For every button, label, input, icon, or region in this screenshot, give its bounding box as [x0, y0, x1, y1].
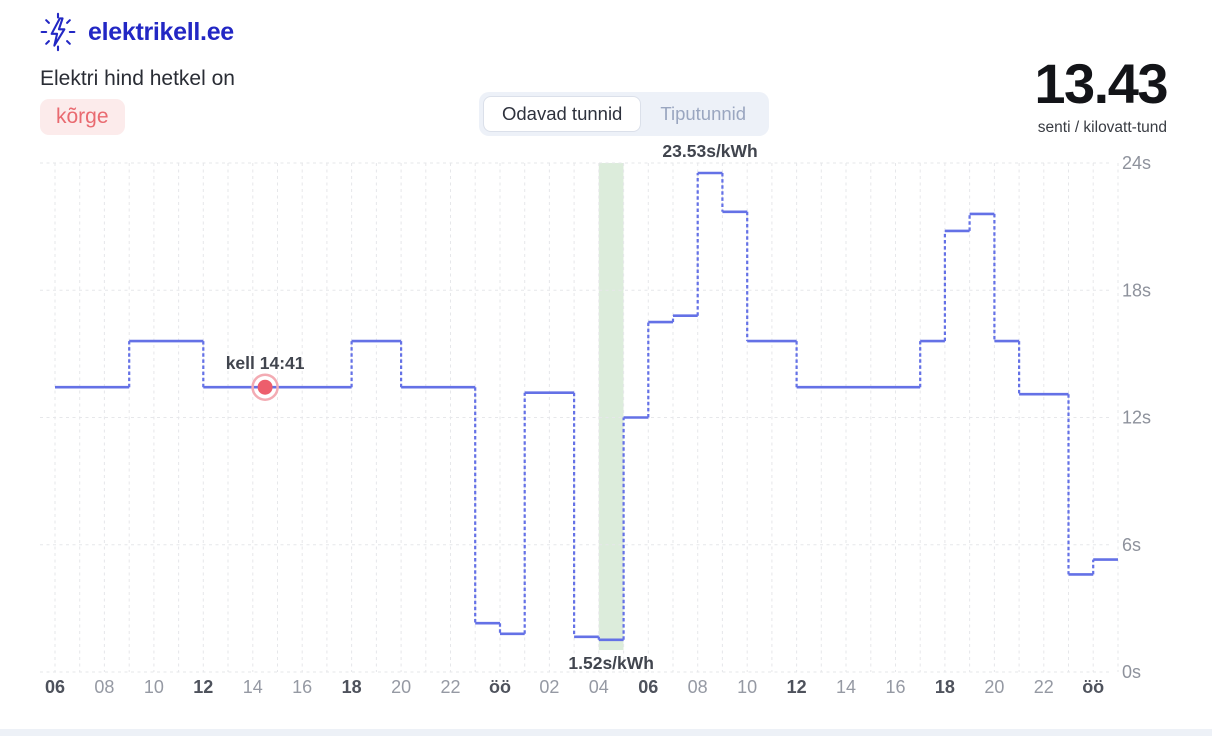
x-axis-label: 22 — [440, 677, 460, 697]
x-axis-label: 18 — [935, 677, 955, 697]
current-price-block: 13.43 senti / kilovatt-tund — [1034, 52, 1168, 137]
bottom-strip — [0, 729, 1212, 736]
x-axis-label: 20 — [391, 677, 411, 697]
max-price-label: 23.53s/kWh — [662, 141, 757, 161]
price-value: 13.43 — [1034, 52, 1168, 115]
min-price-label: 1.52s/kWh — [568, 653, 654, 673]
y-axis-label: 6s — [1122, 535, 1141, 555]
price-step-line — [55, 171, 1118, 642]
x-axis-label: öö — [1082, 677, 1104, 697]
status-line: Elektri hind hetkel on — [40, 67, 235, 90]
hours-toggle: Odavad tunnid Tiputunnid — [479, 92, 770, 136]
x-axis-label: 10 — [737, 677, 757, 697]
y-axis-label: 18s — [1122, 280, 1151, 300]
x-axis-label: 16 — [885, 677, 905, 697]
x-axis-label: 22 — [1034, 677, 1054, 697]
x-axis-label: 06 — [45, 677, 65, 697]
y-axis-label: 24s — [1122, 153, 1151, 173]
x-axis-label: 02 — [539, 677, 559, 697]
x-axis-label: 04 — [589, 677, 609, 697]
toggle-odavad-tunnid[interactable]: Odavad tunnid — [483, 96, 642, 132]
lightning-icon — [38, 12, 78, 52]
price-status-badge: kõrge — [40, 99, 125, 135]
x-axis-label: 08 — [94, 677, 114, 697]
x-axis-label: 12 — [193, 677, 213, 697]
x-axis-label: 12 — [787, 677, 807, 697]
brand-name: elektrikell.ee — [88, 17, 234, 46]
current-time-marker-ring — [251, 373, 279, 401]
price-step-line-vertical — [128, 173, 1095, 640]
x-axis-label: 10 — [144, 677, 164, 697]
current-time-label: kell 14:41 — [226, 353, 305, 373]
y-axis-label: 0s — [1122, 662, 1141, 682]
cheapest-hour-band — [598, 163, 624, 650]
y-axis-label: 12s — [1122, 408, 1151, 428]
x-axis-label: 18 — [342, 677, 362, 697]
x-axis-label: 16 — [292, 677, 312, 697]
x-axis-label: 08 — [688, 677, 708, 697]
x-axis-label: öö — [489, 677, 511, 697]
x-axis-label: 06 — [638, 677, 658, 697]
x-axis-label: 14 — [243, 677, 263, 697]
current-time-marker — [257, 379, 273, 395]
toggle-tiputunnid[interactable]: Tiputunnid — [641, 96, 765, 132]
brand-logo[interactable]: elektrikell.ee — [38, 12, 234, 52]
price-unit: senti / kilovatt-tund — [1037, 119, 1167, 136]
x-axis-label: 14 — [836, 677, 856, 697]
x-axis-label: 20 — [984, 677, 1004, 697]
